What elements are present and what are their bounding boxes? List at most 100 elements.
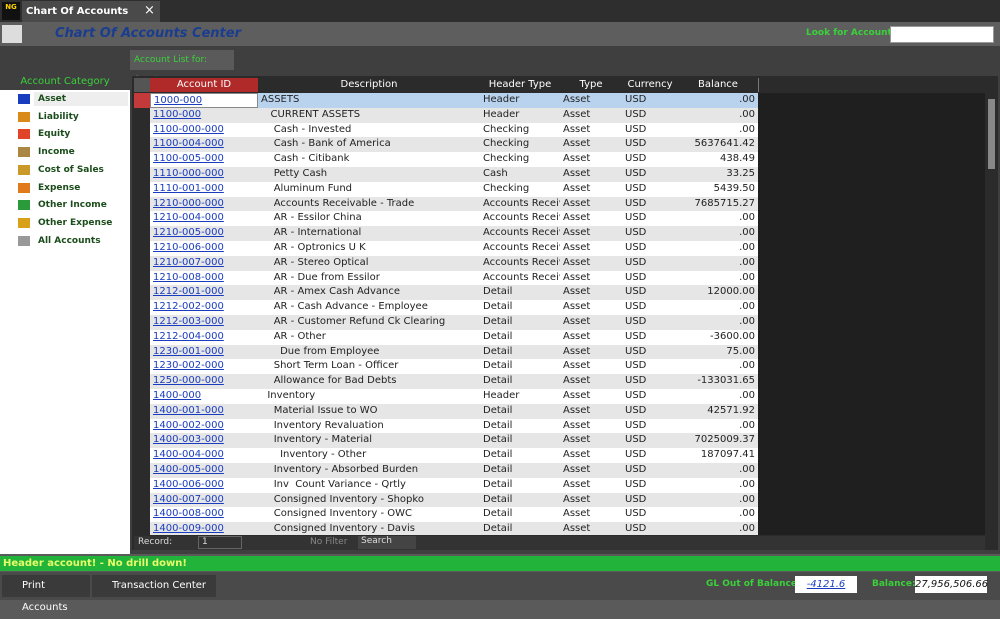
account-link[interactable]: 1400-001-000 xyxy=(153,404,224,416)
account-link[interactable]: 1400-003-000 xyxy=(153,434,224,446)
account-link[interactable]: 1210-000-000 xyxy=(153,197,224,209)
table-cell: Accounts Receivable - Trade xyxy=(261,197,415,209)
table-row[interactable]: 1210-004-000 AR - Essilor China Accounts … xyxy=(134,211,758,227)
column-header[interactable]: Balance xyxy=(678,78,759,92)
table-row[interactable]: 1400-009-000 Consigned Inventory - Davis… xyxy=(134,522,758,535)
table-row[interactable]: 1400-005-000 Inventory - Absorbed Burden… xyxy=(134,463,758,478)
column-header[interactable]: Header Type xyxy=(480,78,561,92)
table-row[interactable]: 1400-001-000 Material Issue to WO Detail A… xyxy=(134,403,758,419)
table-row[interactable]: 1400-002-000 Inventory Revaluation Detail… xyxy=(134,418,758,434)
column-header[interactable]: Type xyxy=(560,78,623,92)
out-of-balance[interactable]: -4121.6 xyxy=(795,576,857,593)
table-cell: Asset xyxy=(563,301,591,313)
account-link[interactable]: 1400-000 xyxy=(153,390,202,401)
account-link[interactable]: 1400-002-000 xyxy=(153,419,224,431)
account-link[interactable]: 1400-007-000 xyxy=(153,493,224,505)
tab-close[interactable]: × xyxy=(144,3,155,18)
table-row[interactable]: 1250-000-000 Allowance for Bad Debts Deta… xyxy=(134,374,758,389)
account-link[interactable]: 1230-002-000 xyxy=(153,360,224,372)
tree-item[interactable]: Equity xyxy=(38,129,71,140)
tree-item[interactable]: Income xyxy=(38,147,75,158)
table-row[interactable]: 1100-004-000 Cash - Bank of America Check… xyxy=(134,137,758,153)
table-row[interactable]: 1400-000 Inventory Header Asset USD .00 xyxy=(134,389,758,404)
account-link[interactable]: 1100-004-000 xyxy=(153,138,224,150)
account-link[interactable]: 1212-002-000 xyxy=(153,301,224,313)
table-row[interactable]: 1230-002-000 Short Term Loan - Officer De… xyxy=(134,359,758,375)
search[interactable]: Search xyxy=(358,536,416,549)
account-link[interactable]: 1110-000-000 xyxy=(153,168,224,179)
table-row[interactable]: 1100-000-000 Cash - Invested Checking Asse… xyxy=(134,122,758,138)
column-header[interactable]: Currency xyxy=(622,78,679,92)
table-row[interactable]: 1400-006-000 Inv Count Variance - Qrtly D… xyxy=(134,477,758,493)
account-link[interactable]: 1210-004-000 xyxy=(153,212,224,224)
account-link[interactable]: 1210-007-000 xyxy=(153,256,224,268)
category-tree: Asset Liability Equity Income Cost of Sales E… xyxy=(0,92,130,252)
table-cell: .00 xyxy=(739,419,755,431)
account-link[interactable]: 1100-000-000 xyxy=(153,123,224,135)
subtab[interactable]: Account List for: Asset xyxy=(130,50,234,85)
table-row[interactable]: 1100-000 CURRENT ASSETS Header Asset USD .00 xyxy=(134,107,758,123)
account-link[interactable]: 1212-001-000 xyxy=(153,286,224,298)
table-row[interactable]: 1110-000-000 Petty Cash Cash Asset USD 33.25 xyxy=(134,167,758,182)
table-row[interactable]: 1212-003-000 AR - Customer Refund Ck Cle… xyxy=(134,315,758,330)
table-row[interactable]: 1100-005-000 Cash - Citibank Checking Asse… xyxy=(134,152,758,167)
print-button[interactable]: Print Accounts xyxy=(2,575,90,613)
table-row[interactable]: 1210-007-000 AR - Stereo Optical Accounts… xyxy=(134,255,758,271)
account-link[interactable]: 1210-008-000 xyxy=(153,271,224,283)
table-row[interactable]: 1212-002-000 AR - Cash Advance - Employe… xyxy=(134,300,758,315)
record-label: Record: xyxy=(138,537,173,547)
scrollbar[interactable] xyxy=(985,93,998,535)
table-cell: Inventory - Other xyxy=(261,449,367,461)
table-cell: USD xyxy=(625,168,647,179)
filter[interactable]: No Filter xyxy=(310,537,348,547)
table-row[interactable]: 1000-000 ASSETS Header Asset USD .00 xyxy=(134,93,758,108)
table-cell: Asset xyxy=(563,227,591,239)
account-link[interactable]: 1212-003-000 xyxy=(153,316,224,327)
tree-item[interactable]: Other Expense xyxy=(38,217,113,228)
table-row[interactable]: 1212-004-000 AR - Other Detail Asset USD -36… xyxy=(134,329,758,345)
account-link[interactable]: 1400-006-000 xyxy=(153,478,224,490)
search-input[interactable] xyxy=(890,26,994,43)
column-header[interactable]: Description xyxy=(258,78,481,92)
account-link[interactable]: 1110-001-000 xyxy=(153,182,224,194)
account-link[interactable]: 1230-001-000 xyxy=(153,345,224,357)
account-link[interactable]: 1250-000-000 xyxy=(153,375,224,387)
column-header[interactable]: Account ID xyxy=(150,78,259,92)
account-link[interactable]: 1400-005-000 xyxy=(153,464,224,475)
account-link[interactable]: 1100-005-000 xyxy=(153,153,224,165)
table-row[interactable]: 1210-008-000 AR - Due from Essilor Accoun… xyxy=(134,270,758,286)
account-link[interactable]: 1212-004-000 xyxy=(153,330,224,342)
tree-item[interactable]: Liability xyxy=(38,111,79,122)
record-input[interactable]: 1 xyxy=(198,536,242,549)
account-link[interactable]: 1000-000 xyxy=(150,93,258,108)
tree-item[interactable]: Other Income xyxy=(38,200,107,211)
account-link[interactable]: 1210-005-000 xyxy=(153,227,224,239)
table-cell: Asset xyxy=(563,108,591,120)
table-row[interactable]: 1400-008-000 Consigned Inventory - OWC De… xyxy=(134,507,758,523)
tab[interactable]: Chart Of Accounts Center xyxy=(22,1,160,38)
table-row[interactable]: 1400-004-000 Inventory - Other Detail Asse… xyxy=(134,448,758,463)
transaction-button[interactable]: Transaction Center xyxy=(92,575,216,597)
account-link[interactable]: 1100-000 xyxy=(153,108,202,120)
table-row[interactable]: 1212-001-000 AR - Amex Cash Advance Detai… xyxy=(134,285,758,301)
account-link[interactable]: 1210-006-000 xyxy=(153,242,224,253)
table-cell: Checking xyxy=(483,123,530,135)
account-link[interactable]: 1400-009-000 xyxy=(153,523,224,535)
table-cell: Asset xyxy=(563,360,591,372)
table-row[interactable]: 1400-003-000 Inventory - Material Detail A… xyxy=(134,433,758,449)
table-row[interactable]: 1210-006-000 AR - Optronics U K Accounts … xyxy=(134,241,758,256)
table-cell: USD xyxy=(625,330,647,342)
tree-icon xyxy=(18,129,30,140)
table-row[interactable]: 1210-000-000 Accounts Receivable - Trade… xyxy=(134,196,758,212)
account-link[interactable]: 1400-004-000 xyxy=(153,449,224,461)
table-row[interactable]: 1110-001-000 Aluminum Fund Checking Asset U… xyxy=(134,181,758,197)
tree-item[interactable]: Expense xyxy=(38,182,81,193)
table-row[interactable]: 1230-001-000 Due from Employee Detail Asse… xyxy=(134,344,758,360)
tree-item[interactable]: Cost of Sales xyxy=(38,164,104,175)
tree-item[interactable]: All Accounts xyxy=(38,235,101,246)
tree-item[interactable]: Asset xyxy=(38,94,67,104)
scroll-thumb[interactable] xyxy=(988,99,995,169)
table-row[interactable]: 1400-007-000 Consigned Inventory - Shopk… xyxy=(134,492,758,508)
table-row[interactable]: 1210-005-000 AR - International Accounts … xyxy=(134,226,758,241)
account-link[interactable]: 1400-008-000 xyxy=(153,508,224,520)
